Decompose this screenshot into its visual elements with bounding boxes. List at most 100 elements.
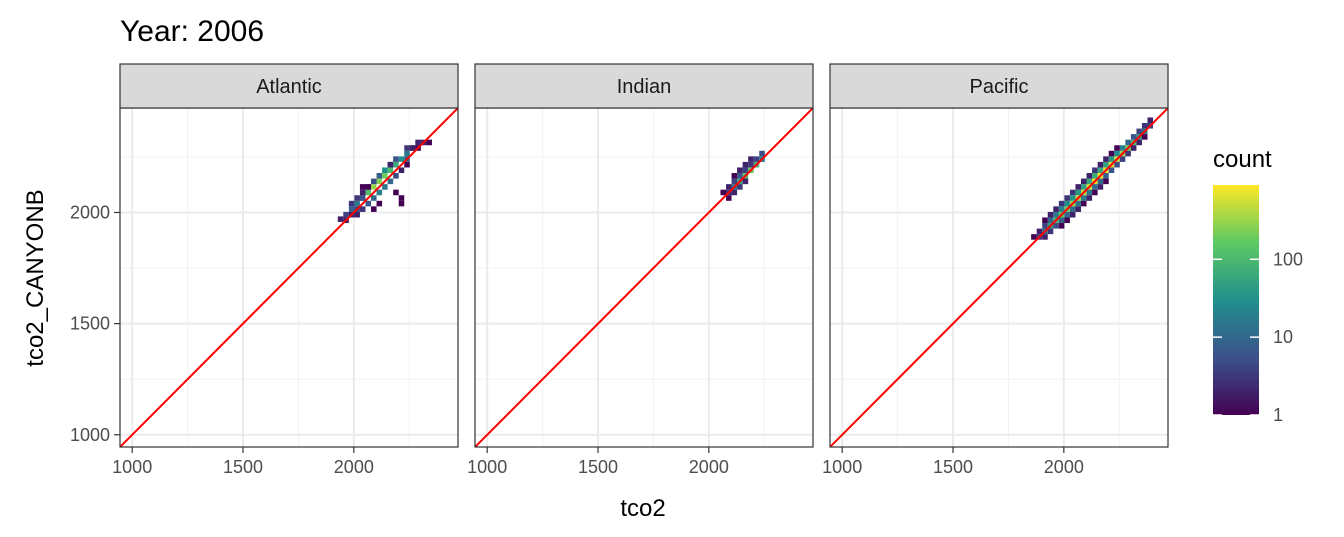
heatmap-bin <box>1058 206 1065 212</box>
heatmap-bin <box>376 178 383 185</box>
heatmap-bin <box>748 161 754 168</box>
heatmap-bin <box>1053 206 1059 212</box>
heatmap-bin <box>1075 206 1082 212</box>
heatmap-bin <box>354 211 360 218</box>
heatmap-bin <box>726 184 732 190</box>
heatmap-bin <box>1092 167 1098 174</box>
heatmap-bin <box>371 206 377 212</box>
heatmap-bin <box>737 184 743 190</box>
heatmap-bin <box>387 167 394 174</box>
heatmap-bin <box>359 206 366 212</box>
heatmap-bin <box>1042 223 1048 229</box>
heatmap-bin <box>1092 184 1098 190</box>
heatmap-bin <box>1069 206 1076 212</box>
legend-title: count <box>1213 146 1272 173</box>
heatmap-bin <box>426 139 432 146</box>
heatmap-bin <box>1092 189 1098 196</box>
heatmap-bin <box>371 195 377 201</box>
heatmap-bin <box>759 150 765 157</box>
x-tick-label: 1000 <box>467 457 507 477</box>
heatmap-bin <box>348 206 355 212</box>
x-tick-label: 1500 <box>223 457 263 477</box>
heatmap-bin <box>1031 234 1037 240</box>
y-tick-label: 2000 <box>70 202 110 222</box>
heatmap-bin <box>382 167 388 174</box>
color-legend: count 1 10 100 <box>1213 146 1303 425</box>
y-axis-title: tco2_CANYONB <box>22 189 49 366</box>
heatmap-bin <box>376 200 383 207</box>
chart-title: Year: 2006 <box>120 15 264 48</box>
heatmap-bin <box>404 161 410 168</box>
x-tick-label: 1500 <box>933 457 973 477</box>
heatmap-bin <box>404 150 410 157</box>
heatmap-bin <box>398 195 405 201</box>
heatmap-bin <box>1130 134 1137 140</box>
heatmap-bin <box>1058 217 1065 224</box>
heatmap-bin <box>365 184 372 190</box>
heatmap-bin <box>1036 228 1043 235</box>
heatmap-bin <box>1097 161 1104 168</box>
heatmap-bin <box>1047 211 1054 218</box>
heatmap-bin <box>354 200 360 207</box>
heatmap-bin <box>382 173 388 179</box>
heatmap-bin <box>1064 211 1070 218</box>
heatmap-bin <box>720 189 727 196</box>
facet-strip-label: Pacific <box>970 76 1029 98</box>
x-tick-label: 2000 <box>1044 457 1084 477</box>
x-tick-label: 2000 <box>334 457 374 477</box>
heatmap-bin <box>1108 167 1115 174</box>
heatmap-bin <box>742 167 749 174</box>
heatmap-bin <box>376 173 383 179</box>
heatmap-bin <box>359 195 366 201</box>
reference-line <box>475 108 813 447</box>
heatmap-bin <box>1042 234 1048 240</box>
x-axis-title: tco2 <box>620 495 665 522</box>
heatmap-bin <box>1114 161 1120 168</box>
heatmap-bin <box>1053 223 1059 229</box>
heatmap-bin <box>398 200 405 207</box>
x-tick-label: 1500 <box>578 457 618 477</box>
x-tick-label: 2000 <box>689 457 729 477</box>
heatmap-bin <box>409 145 416 151</box>
facet-strip <box>474 63 814 109</box>
heatmap-bin <box>365 189 372 196</box>
heatmap-bin <box>1086 189 1093 196</box>
panel-atlantic: Atlantic 1000 1500 2000 <box>112 63 459 477</box>
heatmap-bin <box>1103 178 1109 185</box>
facet-strip <box>829 63 1169 109</box>
heatmap-bin <box>731 173 738 179</box>
y-axis: 1000 1500 2000 <box>70 202 120 445</box>
heatmap-bin <box>1081 200 1087 207</box>
heatmap-bin <box>393 189 399 196</box>
heatmap-bin <box>1136 128 1142 135</box>
heatmap-bin <box>1086 195 1093 201</box>
heatmap-bin <box>1069 195 1076 201</box>
heatmap-bin <box>1103 156 1109 162</box>
heatmap-bin <box>398 167 405 174</box>
heatmap-bin <box>1081 178 1087 185</box>
heatmap-bin <box>415 139 421 146</box>
heatmap-bin <box>1075 184 1082 190</box>
reference-line <box>120 108 458 447</box>
heatmap-bin <box>726 195 732 201</box>
heatmap-bin <box>376 189 383 196</box>
heatmap-bin <box>1119 145 1126 151</box>
facet-strip-label: Indian <box>617 76 672 98</box>
heatmap-bin <box>1064 200 1070 207</box>
heatmap-bin <box>382 184 388 190</box>
heatmap-bin <box>1125 150 1131 157</box>
heatmap-bin <box>343 211 349 218</box>
heatmap-bin <box>393 161 399 168</box>
heatmap-bin <box>393 156 399 162</box>
heatmap-bin <box>1147 117 1154 124</box>
heatmap-bin <box>1086 173 1093 179</box>
heatmap-bin <box>1130 145 1137 151</box>
heatmap-bin <box>1097 167 1104 174</box>
panel-plot-area <box>475 108 813 447</box>
heatmap-bin <box>1097 178 1104 185</box>
heatmap-bin <box>1047 228 1054 235</box>
heatmap-bin <box>1108 156 1115 162</box>
heatmap-bin <box>348 200 355 207</box>
heatmap-bin <box>1108 150 1115 157</box>
